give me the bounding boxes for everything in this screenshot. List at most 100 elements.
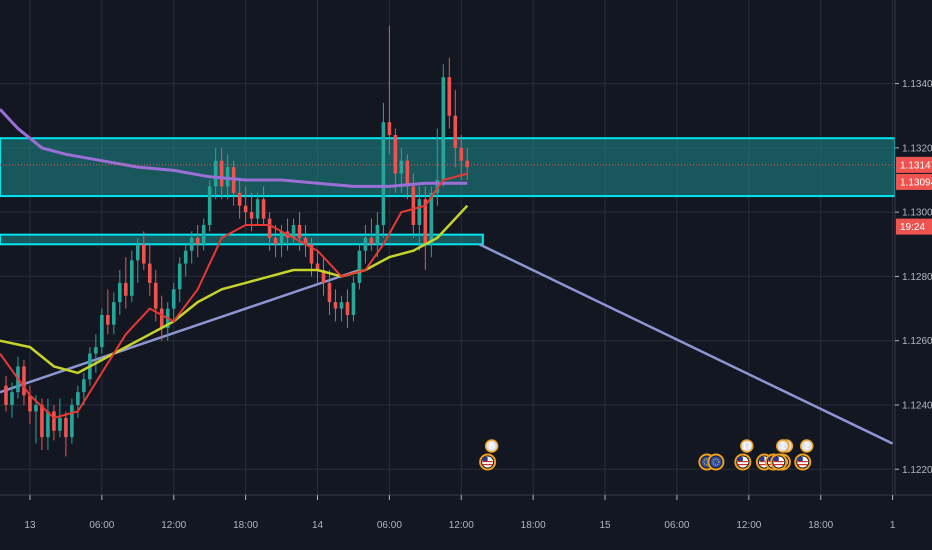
event-badge-label: 8 bbox=[489, 441, 494, 451]
time-tick-label: 12:00 bbox=[736, 520, 761, 531]
candle-body bbox=[321, 270, 326, 283]
us-flag-stripe bbox=[797, 461, 808, 463]
candle-body bbox=[345, 302, 350, 315]
time-tick-label: 15 bbox=[599, 520, 611, 531]
candle-body bbox=[46, 411, 50, 438]
candle-body bbox=[76, 392, 80, 405]
candle-body bbox=[249, 212, 254, 219]
price-tag-label: 1.13147 bbox=[900, 160, 932, 171]
candles bbox=[4, 25, 470, 457]
candle-body bbox=[100, 315, 104, 348]
candle-body bbox=[64, 417, 68, 438]
candle-body bbox=[339, 302, 344, 309]
event-badge-label: 2 bbox=[804, 441, 809, 451]
price-axis: 1.13400 1.13200 1.13000 1.12800 1.12600 1.124… bbox=[895, 79, 932, 476]
trendline bbox=[0, 268, 360, 394]
event-badge bbox=[740, 439, 754, 453]
price-tick-label: 1.13200 bbox=[902, 143, 932, 154]
eu-flag-stars bbox=[712, 458, 720, 466]
event-badge bbox=[776, 439, 790, 453]
candle-body bbox=[441, 77, 446, 180]
candle-body bbox=[171, 289, 176, 309]
candle-body bbox=[255, 199, 260, 219]
candle-body bbox=[153, 282, 158, 309]
candle-body bbox=[34, 405, 38, 412]
candle-body bbox=[261, 199, 266, 219]
event-badge bbox=[484, 439, 499, 453]
us-flag-canton bbox=[482, 457, 488, 461]
candle-body bbox=[453, 115, 458, 148]
candle-body bbox=[309, 244, 314, 264]
time-tick-label: 12:00 bbox=[449, 520, 474, 531]
candle-body bbox=[201, 225, 206, 245]
candle-body bbox=[52, 411, 56, 431]
time-tick-label: 06:00 bbox=[377, 520, 402, 531]
candle-body bbox=[267, 218, 272, 238]
candle-body bbox=[363, 237, 368, 251]
candle-body bbox=[423, 199, 428, 245]
time-tick-label: 14 bbox=[312, 520, 324, 531]
price-tick-label: 1.12800 bbox=[902, 272, 932, 283]
time-tick-label: 18:00 bbox=[521, 520, 546, 531]
candle-body bbox=[219, 160, 224, 187]
candle-body bbox=[189, 237, 194, 251]
candle-body bbox=[399, 160, 404, 174]
us-flag-icon bbox=[770, 453, 788, 471]
us-flag-icon bbox=[794, 453, 812, 471]
us-flag-stripe bbox=[759, 464, 770, 466]
candle-body bbox=[411, 186, 416, 225]
candle-body bbox=[435, 180, 440, 193]
price-tick-label: 1.12600 bbox=[902, 336, 932, 347]
us-flag-canton bbox=[759, 457, 765, 461]
price-tags: 1.13147 1.13094 19:24 bbox=[896, 156, 932, 235]
candle-body bbox=[70, 405, 74, 438]
eu-flag-field bbox=[710, 456, 722, 468]
support-resistance-zone bbox=[0, 233, 484, 246]
candle-body bbox=[4, 385, 8, 405]
candle-body bbox=[82, 379, 86, 393]
candle-body bbox=[195, 237, 200, 245]
candle-body bbox=[375, 225, 380, 245]
time-axis[interactable]: 13 06:00 12:00 18:00 14 06:00 12:00 18:00 15 06:0… bbox=[24, 495, 896, 531]
candle-body bbox=[279, 231, 284, 245]
candle-body bbox=[141, 244, 146, 264]
moving-average-yellow bbox=[0, 204, 469, 375]
event-badge bbox=[799, 439, 814, 453]
us-flag-stripe bbox=[773, 464, 784, 466]
candle-body bbox=[129, 260, 134, 296]
candle-body bbox=[22, 366, 26, 396]
event-badge-label: 17 bbox=[742, 441, 752, 451]
time-tick-label: 06:00 bbox=[664, 520, 689, 531]
us-flag-stripe bbox=[737, 461, 748, 463]
candle-body bbox=[118, 282, 122, 303]
indicators bbox=[0, 108, 469, 419]
candle-body bbox=[447, 77, 452, 116]
candle-body bbox=[183, 250, 188, 264]
candle-body bbox=[135, 244, 140, 261]
candle-body bbox=[237, 192, 242, 206]
candle-body bbox=[243, 205, 248, 213]
candle-body bbox=[207, 186, 212, 225]
price-axis-panel[interactable] bbox=[895, 0, 932, 495]
candle-body bbox=[327, 282, 332, 303]
candle-body bbox=[387, 122, 392, 135]
candle-body bbox=[465, 160, 470, 168]
candle-body bbox=[58, 417, 62, 431]
price-tag-box bbox=[896, 156, 932, 173]
candle-body bbox=[273, 237, 278, 245]
us-flag-stripe bbox=[482, 464, 493, 466]
candle-body bbox=[124, 282, 128, 296]
candle-body bbox=[213, 160, 218, 187]
time-tick-label: 12:00 bbox=[161, 520, 186, 531]
candle-body bbox=[147, 263, 152, 283]
event-badge-label: 2 bbox=[780, 441, 785, 451]
candle-body bbox=[225, 167, 230, 187]
time-tick-label: 13 bbox=[24, 520, 36, 531]
candle-body bbox=[28, 395, 32, 412]
candle-body bbox=[94, 347, 98, 354]
price-tick-label: 1.12200 bbox=[902, 465, 932, 476]
price-tag-label: 1.13094 bbox=[900, 177, 932, 188]
candle-body bbox=[417, 199, 422, 225]
